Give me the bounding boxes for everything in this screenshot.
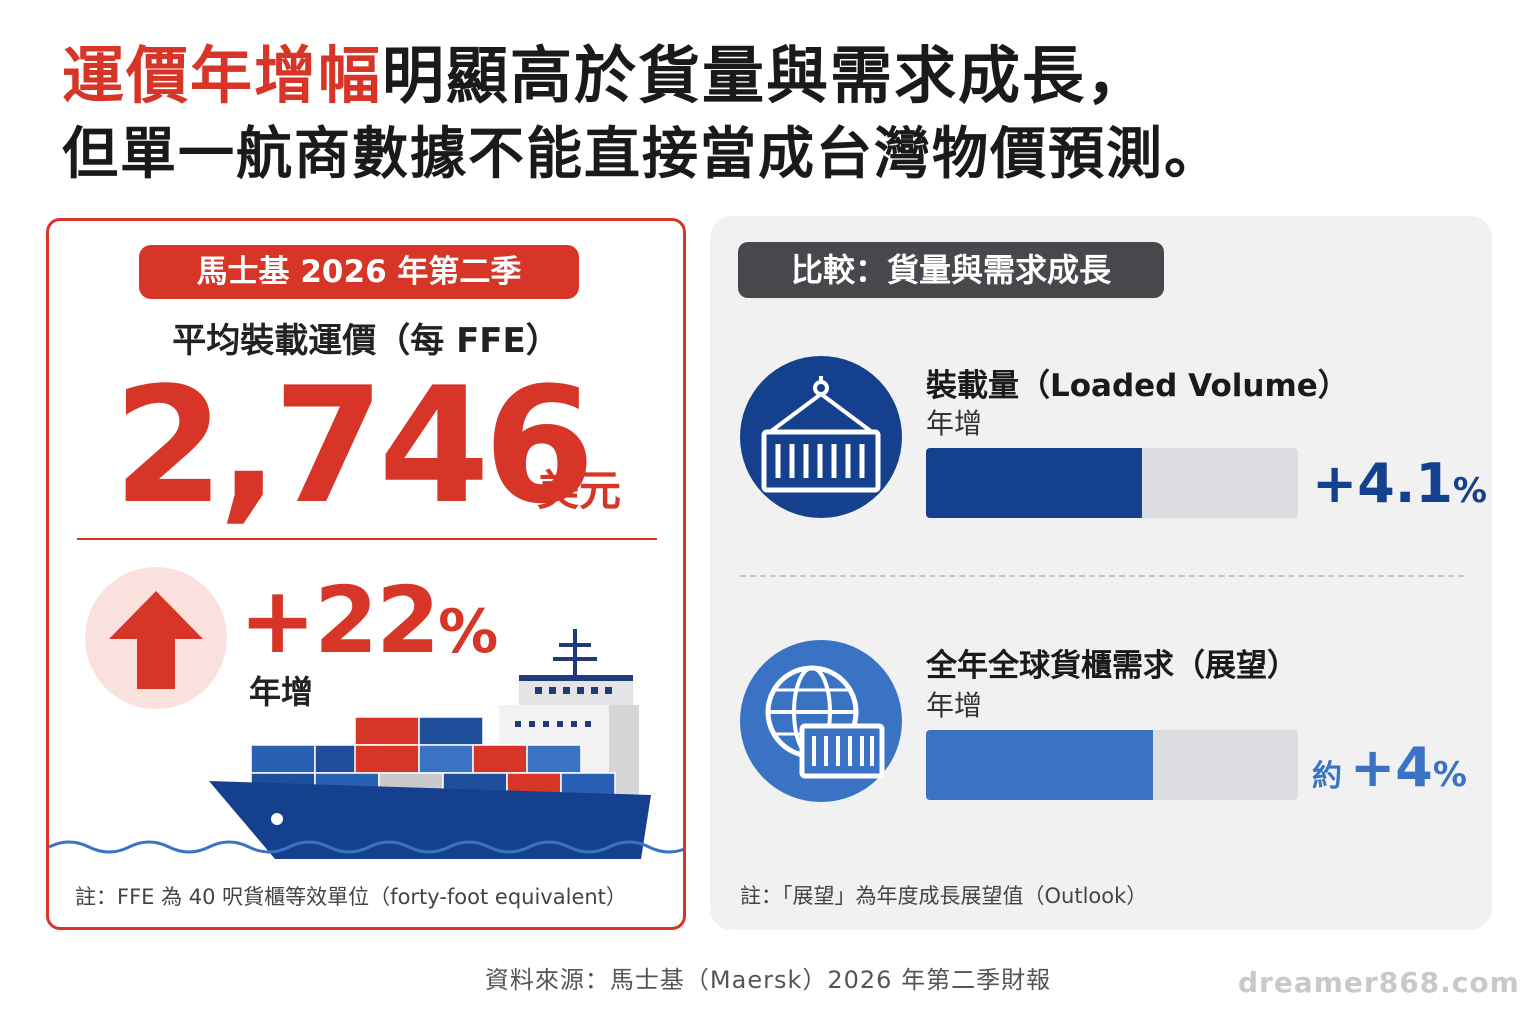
container-ship-illustration [49,629,683,859]
loaded-volume-title: 裝載量（Loaded Volume） [926,368,1349,404]
global-demand-prefix: 約 [1312,759,1342,794]
yoy-change-pct-sign: % [438,597,498,667]
up-arrow-icon [85,567,227,709]
global-demand-title: 全年全球貨櫃需求（展望） [926,648,1298,684]
headline: 運價年增幅明顯高於貨量與需求成長， 但單一航商數據不能直接當成台灣物價預測。 [62,36,1482,194]
watermark: dreamer868.com [1238,966,1520,999]
yoy-change-value: +22 [239,567,440,674]
period-badge: 馬士基 2026 年第二季 [139,245,579,299]
headline-highlight: 運價年增幅 [62,39,383,112]
yoy-change-label: 年增 [249,673,314,711]
loaded-volume-bar [926,448,1298,518]
headline-rest: 明顯高於貨量與需求成長， [382,39,1151,112]
loaded-volume-number: +4.1 [1312,452,1453,515]
metric-label: 平均裝載運價（每 FFE） [172,321,560,361]
loaded-volume-pct-sign: % [1452,471,1487,511]
freight-rate-card: 馬士基 2026 年第二季 平均裝載運價（每 FFE） 2,746 美元 +22… [46,218,686,930]
row-divider [740,575,1464,577]
global-demand-value: 約 +4% [1312,736,1467,799]
container-crane-icon [740,356,902,518]
loaded-volume-bar-fill [926,448,1142,518]
headline-line-1: 運價年增幅明顯高於貨量與需求成長， [62,36,1482,116]
loaded-volume-value: +4.1% [1312,452,1487,515]
source-line: 資料來源：馬士基（Maersk）2026 年第二季財報 [484,966,1052,994]
global-demand-pct-sign: % [1432,755,1467,795]
globe-container-icon [740,640,902,802]
global-demand-sub: 年增 [926,689,983,722]
headline-line-2: 但單一航商數據不能直接當成台灣物價預測。 [62,122,1222,187]
global-demand-bar-fill [926,730,1153,800]
outlook-footnote: 註：「展望」為年度成長展望值（Outlook） [740,884,1148,908]
global-demand-bar [926,730,1298,800]
divider [77,538,657,540]
freight-rate-unit: 美元 [537,466,622,515]
yoy-change: +22% [239,571,498,682]
comparison-card: 比較：貨量與需求成長 裝載量（Loaded Volume） 年增 +4.1% [710,216,1492,930]
global-demand-number: +4 [1350,736,1433,799]
loaded-volume-sub: 年增 [926,407,983,440]
comparison-badge: 比較：貨量與需求成長 [738,242,1164,298]
freight-rate-value: 2,746 [113,352,595,539]
ffe-footnote: 註：FFE 為 40 呎貨櫃等效單位（forty-foot equivalent… [75,885,627,909]
